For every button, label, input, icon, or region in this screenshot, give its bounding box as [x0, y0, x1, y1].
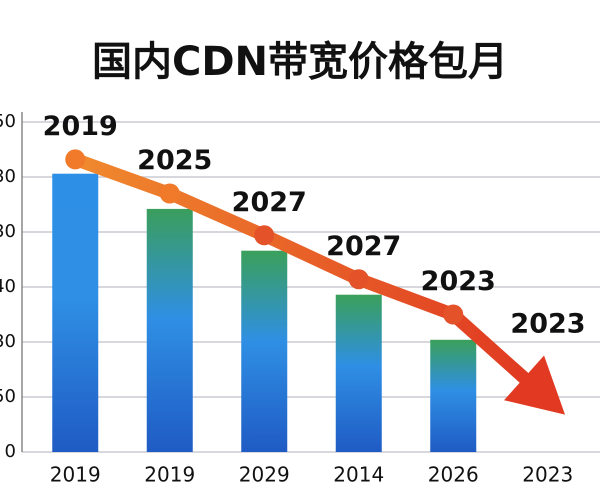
- bar: [430, 339, 477, 452]
- annotation: 2027: [232, 187, 307, 218]
- y-tick-label: 50: [0, 111, 16, 132]
- trend-line: [68, 152, 531, 385]
- annotation: 2027: [326, 231, 401, 262]
- trend-arrowhead: [504, 355, 565, 415]
- x-tick-label: 2019: [144, 463, 195, 487]
- x-tick-label: 2014: [333, 463, 384, 487]
- trend-point: [159, 183, 180, 204]
- y-tick-label: 50: [0, 386, 16, 407]
- x-tick-label: 2019: [50, 463, 101, 487]
- x-tick-label: 2029: [239, 463, 290, 487]
- y-tick-label: 30: [0, 331, 16, 352]
- y-tick-label: 30: [0, 221, 16, 242]
- y-tick-label: 30: [0, 166, 16, 187]
- annotation: 2023: [510, 309, 585, 340]
- bar: [52, 173, 99, 452]
- bar: [241, 250, 288, 452]
- trend-point: [65, 149, 86, 170]
- trend-point: [254, 225, 275, 246]
- trend-point: [348, 269, 369, 290]
- y-tick-label: 0: [5, 441, 16, 462]
- annotation: 2019: [43, 111, 118, 142]
- annotation: 2025: [137, 145, 212, 176]
- chart-title: 国内CDN带宽价格包月: [92, 39, 508, 85]
- annotation: 2023: [421, 266, 496, 297]
- y-tick-label: 40: [0, 276, 16, 297]
- bar: [335, 294, 382, 452]
- bar: [146, 208, 193, 452]
- trend-point: [443, 304, 464, 325]
- x-tick-label: 2026: [428, 463, 479, 487]
- x-tick-label: 2023: [522, 463, 573, 487]
